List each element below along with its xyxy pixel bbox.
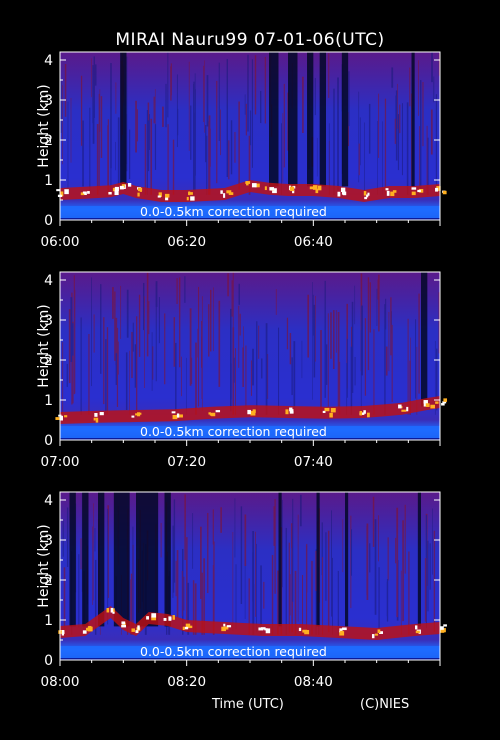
attenuation-column xyxy=(307,52,314,187)
attenuation-column xyxy=(316,492,320,627)
cloud-highlights xyxy=(55,398,448,423)
attenuation-column xyxy=(164,492,171,627)
surface-band xyxy=(60,426,440,438)
y-tick-label: 0 xyxy=(44,653,53,669)
correction-annotation: 0.0-0.5km correction required xyxy=(140,644,327,659)
chart-panel-1: 0.0-0.5km correction required 0 1 2 3 4 06:00 0… xyxy=(36,51,447,250)
x-tick-label: 06:40 xyxy=(294,234,333,250)
attenuation-column xyxy=(136,492,159,627)
y-tick-label: 3 xyxy=(44,93,53,109)
chart-panel-3: 0.0-0.5km correction required 0 1 2 3 4 08:00 0… xyxy=(36,491,447,690)
y-tick-label: 2 xyxy=(44,133,53,149)
x-axis-label: Time (UTC) xyxy=(212,697,284,712)
y-tick-label: 3 xyxy=(44,313,53,329)
y-tick-label: 0 xyxy=(44,213,53,229)
ground-band xyxy=(60,658,440,660)
attenuation-column xyxy=(69,492,76,627)
attenuation-column xyxy=(120,52,127,187)
credit-label: (C)NIES xyxy=(360,697,410,712)
attenuation-column xyxy=(278,492,282,627)
noise-texture xyxy=(62,272,441,415)
x-tick-label: 07:00 xyxy=(41,454,80,470)
chart-panel-2: 0.0-0.5km correction required 0 1 2 3 4 07:00 0… xyxy=(36,271,448,470)
y-tick-label: 1 xyxy=(44,393,53,409)
chart-title: MIRAI Nauru99 07-01-06(UTC) xyxy=(115,30,385,50)
correction-annotation: 0.0-0.5km correction required xyxy=(140,204,327,219)
attenuation-column xyxy=(345,492,349,627)
y-tick-label: 4 xyxy=(44,273,53,289)
x-tick-label: 08:20 xyxy=(167,674,206,690)
y-axis-label: Height (km) xyxy=(36,304,52,387)
attenuation-column xyxy=(113,492,130,627)
ground-band xyxy=(60,438,440,440)
surface-band xyxy=(60,646,440,658)
correction-annotation: 0.0-0.5km correction required xyxy=(140,424,327,439)
y-tick-label: 2 xyxy=(44,573,53,589)
x-tick-label: 06:00 xyxy=(41,234,80,250)
x-tick-label: 08:00 xyxy=(41,674,80,690)
attenuation-column xyxy=(421,272,428,407)
ground-band xyxy=(60,218,440,220)
attenuation-column xyxy=(269,52,279,187)
attenuation-column xyxy=(82,492,89,627)
y-tick-label: 3 xyxy=(44,533,53,549)
y-tick-label: 1 xyxy=(44,613,53,629)
cloud-highlights xyxy=(56,181,447,201)
attenuation-column xyxy=(341,52,349,187)
x-tick-label: 06:20 xyxy=(167,234,206,250)
y-tick-label: 4 xyxy=(44,493,53,509)
y-axis-label: Height (km) xyxy=(36,84,52,167)
cloud-base-band xyxy=(60,180,440,202)
y-tick-label: 4 xyxy=(44,53,53,69)
attenuation-column xyxy=(417,492,421,627)
y-tick-label: 0 xyxy=(44,433,53,449)
y-tick-label: 2 xyxy=(44,353,53,369)
attenuation-column xyxy=(411,52,415,187)
surface-band xyxy=(60,206,440,218)
attenuation-column xyxy=(288,52,298,187)
x-tick-label: 08:40 xyxy=(294,674,333,690)
x-tick-label: 07:40 xyxy=(294,454,333,470)
attenuation-column xyxy=(319,52,326,187)
y-tick-label: 1 xyxy=(44,173,53,189)
attenuation-column xyxy=(98,492,105,627)
y-axis-label: Height (km) xyxy=(36,524,52,607)
x-tick-label: 07:20 xyxy=(167,454,206,470)
